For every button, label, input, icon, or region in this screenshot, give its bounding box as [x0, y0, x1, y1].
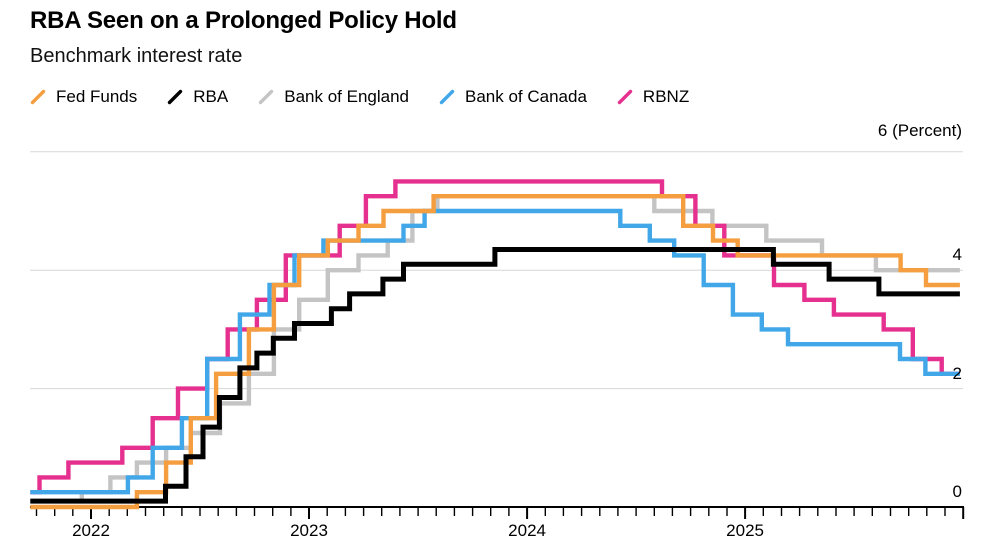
y-axis-unit-label: 6 (Percent) — [877, 121, 962, 140]
rbnz-line-swatch-icon — [617, 89, 633, 105]
series-line-bank-of-england — [30, 194, 960, 504]
x-axis-label-2023: 2023 — [290, 521, 328, 540]
chart-subtitle: Benchmark interest rate — [30, 45, 243, 67]
legend-item-fed-funds: Fed Funds — [29, 87, 137, 107]
x-axis-label-2022: 2022 — [72, 521, 110, 540]
legend-label: Fed Funds — [56, 87, 138, 106]
bank-of-england-line-swatch-icon — [259, 89, 274, 105]
legend-label: RBA — [193, 87, 229, 106]
bank-of-canada-line-swatch-icon — [439, 89, 455, 105]
legend-label: RBNZ — [642, 87, 690, 106]
y-axis-label-2: 2 — [952, 364, 962, 383]
chart-title: RBA Seen on a Prolonged Policy Hold — [30, 7, 457, 34]
x-axis-label-2024: 2024 — [508, 521, 547, 540]
legend-item-bank-of-canada: Bank of Canada — [438, 87, 587, 107]
legend-item-bank-of-england: Bank of England — [257, 87, 409, 107]
series-line-rbnz — [30, 179, 960, 495]
y-axis-label-4: 4 — [952, 245, 962, 264]
y-axis-label-0: 0 — [952, 482, 962, 501]
series-line-rba — [30, 247, 960, 504]
rba-line-swatch-icon — [168, 89, 183, 105]
legend-item-rbnz: RBNZ — [616, 87, 689, 107]
fed-funds-line-swatch-icon — [30, 89, 46, 105]
legend-item-rba: RBA — [166, 87, 228, 107]
legend-label: Bank of Canada — [465, 87, 587, 106]
legend: Fed Funds RBA Bank of England Bank of Ca… — [29, 87, 689, 107]
x-axis-label-2025: 2025 — [726, 521, 765, 540]
legend-label: Bank of England — [284, 87, 409, 106]
